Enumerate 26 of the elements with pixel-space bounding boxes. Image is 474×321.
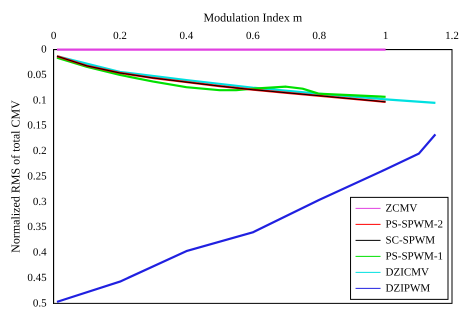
x-tick-label: 1.2 xyxy=(445,30,459,42)
x-tick-label: 0.2 xyxy=(113,30,127,42)
legend-label: DZICMV xyxy=(386,266,429,278)
legend-label: SC-SPWM xyxy=(386,234,436,246)
y-tick-label: 0.45 xyxy=(27,272,48,284)
y-tick-label: 0.25 xyxy=(27,170,48,182)
x-axis-title: Modulation Index m xyxy=(203,10,303,24)
y-tick-label: 0.4 xyxy=(32,246,48,259)
y-tick-label: 0.1 xyxy=(32,94,47,106)
y-axis-title: Normalized RMS of total CMV xyxy=(8,100,22,253)
y-tick-label: 0.05 xyxy=(27,68,48,81)
y-tick-label: 0.15 xyxy=(27,120,48,132)
x-tick-label: 0.8 xyxy=(312,30,327,42)
legend-label: PS-SPWM-1 xyxy=(386,250,444,262)
x-tick-label: 1 xyxy=(382,30,388,42)
y-tick-label: 0.2 xyxy=(32,145,47,158)
y-tick-label: 0 xyxy=(41,43,48,56)
x-tick-label: 0.4 xyxy=(180,30,194,42)
y-tick-label: 0.3 xyxy=(32,196,48,208)
legend-label: PS-SPWM-2 xyxy=(386,218,444,230)
y-tick-label: 0.35 xyxy=(27,221,48,234)
legend-label: ZCMV xyxy=(386,202,418,214)
legend-label: DZIPWM xyxy=(386,282,430,294)
y-tick-label: 0.5 xyxy=(32,297,48,310)
x-tick-label: 0.6 xyxy=(246,30,260,42)
x-tick-label: 0 xyxy=(50,30,57,42)
